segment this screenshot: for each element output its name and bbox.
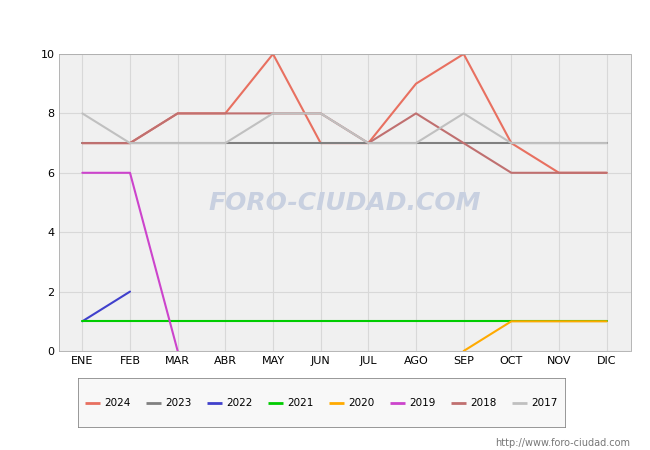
Text: 2024: 2024 [104,398,131,408]
Text: http://www.foro-ciudad.com: http://www.foro-ciudad.com [495,438,630,448]
Text: 2018: 2018 [470,398,496,408]
Text: FORO-CIUDAD.COM: FORO-CIUDAD.COM [208,190,481,215]
Text: 2022: 2022 [226,398,252,408]
Text: 2021: 2021 [287,398,313,408]
Text: Afiliados en Castillejo-Sierra a 31/5/2024: Afiliados en Castillejo-Sierra a 31/5/20… [156,14,494,32]
Text: 2017: 2017 [531,398,557,408]
Text: 2019: 2019 [409,398,436,408]
Text: 2020: 2020 [348,398,374,408]
Text: 2023: 2023 [165,398,192,408]
